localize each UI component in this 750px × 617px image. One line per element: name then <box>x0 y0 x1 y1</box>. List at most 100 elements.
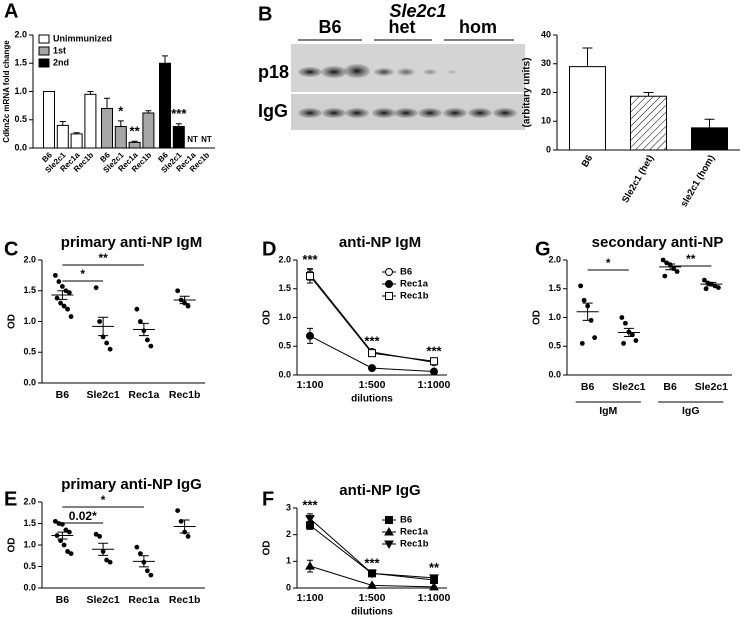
bar <box>142 112 155 149</box>
point <box>61 303 67 309</box>
y-tick-label: 30 <box>541 58 551 68</box>
sem-bar <box>138 555 149 568</box>
y-tick-label: 0.0 <box>548 369 561 379</box>
x-tick-label: 1:100 <box>297 379 324 391</box>
point <box>107 346 113 352</box>
point <box>97 319 103 324</box>
y-tick-label: 0 <box>286 582 291 592</box>
chart-title: primary anti-NP IgM <box>61 234 202 251</box>
x-tick-label: B6 <box>581 381 595 393</box>
y-tick-label: 2.0 <box>14 29 27 39</box>
y-tick-label: 1.0 <box>14 86 27 96</box>
point <box>629 332 635 338</box>
error-bar <box>59 120 66 126</box>
sem-bar <box>582 302 593 321</box>
point <box>68 551 74 556</box>
x-axis-label: dilutions <box>351 394 393 405</box>
point <box>107 559 113 565</box>
point <box>703 286 709 292</box>
y-tick-label: 1.0 <box>23 316 36 326</box>
point <box>430 357 438 366</box>
point <box>633 338 639 343</box>
y-axis-label: OD <box>7 538 18 553</box>
bar <box>691 127 728 151</box>
x-axis-label: dilutions <box>351 607 393 617</box>
y-axis-label: OD <box>7 314 18 329</box>
y-tick-label: 2.0 <box>548 254 561 264</box>
x-tick-label: B6 <box>580 153 596 169</box>
point <box>368 364 376 373</box>
point <box>592 335 598 341</box>
panel-letter: C <box>4 238 18 260</box>
point <box>367 580 377 589</box>
point <box>306 272 314 281</box>
y-tick-label: 2.0 <box>278 254 291 264</box>
y-tick-label: 3 <box>286 502 291 512</box>
annotation: ** <box>130 124 141 139</box>
x-tick-label: Rec1a <box>128 594 159 606</box>
y-tick-label: 1.5 <box>23 285 36 295</box>
significance-label: 0.02* <box>69 509 97 523</box>
blot-group: het <box>389 17 416 37</box>
point <box>306 331 314 340</box>
point <box>429 574 439 583</box>
error-bar <box>704 118 715 128</box>
y-tick-label: 0.5 <box>278 341 291 351</box>
error-bar <box>131 140 138 143</box>
point <box>97 534 103 539</box>
blot-row: p18 <box>258 62 289 82</box>
point <box>56 279 62 284</box>
point <box>621 340 626 346</box>
point <box>674 269 680 274</box>
annotation: ** <box>429 560 440 575</box>
y-tick-label: 0.5 <box>23 561 36 571</box>
x-tick-label: 1:100 <box>297 592 324 604</box>
error-bar <box>145 110 152 113</box>
bar <box>70 133 83 149</box>
point <box>59 284 65 289</box>
sem-bar <box>179 519 190 534</box>
x-tick-label: B6 <box>56 594 70 606</box>
group-label: IgM <box>599 405 617 417</box>
error-bar <box>87 91 94 95</box>
panel-letter: A <box>4 0 18 22</box>
point <box>93 285 99 291</box>
y-tick-label: 40 <box>541 29 551 39</box>
y-tick-label: 0.5 <box>548 341 561 351</box>
legend-swatch <box>38 46 50 56</box>
point <box>144 568 150 574</box>
x-tick-label: Sle2c1 (het) <box>620 153 656 205</box>
point <box>384 540 394 550</box>
x-tick-label: Rec1a <box>128 389 159 401</box>
significance-label: ** <box>686 252 696 266</box>
y-tick-label: 0.0 <box>23 582 36 592</box>
y-tick-label: 0.0 <box>278 369 291 379</box>
y-tick-label: 1.5 <box>278 283 291 293</box>
error-bar <box>175 123 182 127</box>
point <box>66 290 72 295</box>
y-tick-label: 0.5 <box>14 114 27 124</box>
point <box>148 343 154 349</box>
point <box>579 340 585 346</box>
point <box>384 526 394 536</box>
bar <box>84 93 97 149</box>
sem-bar <box>623 327 634 337</box>
annotation: NT <box>187 135 198 144</box>
panel-letter: G <box>535 238 551 260</box>
annotation: *** <box>426 343 442 358</box>
legend-label: B6 <box>400 515 412 526</box>
y-axis-label: Cdkn2c mRNA fold change <box>2 40 11 143</box>
annotation: NT <box>201 135 212 144</box>
y-tick-label: 2.0 <box>23 254 36 264</box>
x-tick-label: Rec1b <box>169 389 201 401</box>
group-label: IgG <box>682 405 700 417</box>
y-tick-label: 0.0 <box>23 377 36 387</box>
x-tick-label: 1:1000 <box>418 592 451 604</box>
error-bar <box>73 132 80 134</box>
blot-bands <box>298 64 517 118</box>
y-tick-label: 10 <box>541 116 551 126</box>
point <box>104 340 110 346</box>
legend-label: Rec1a <box>400 527 429 538</box>
sem-bar <box>98 316 109 337</box>
x-tick-label: 1:500 <box>359 592 386 604</box>
